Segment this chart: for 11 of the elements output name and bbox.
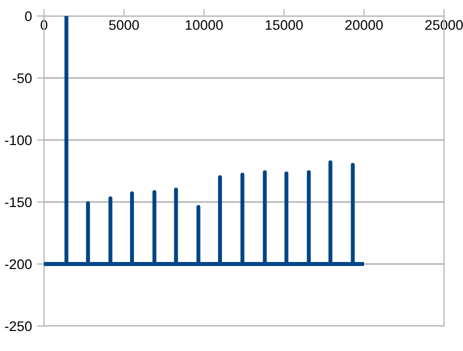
x-tick-label: 25000 bbox=[425, 20, 463, 30]
y-tick-label: -200 bbox=[5, 259, 32, 270]
y-tick-label: -50 bbox=[12, 73, 32, 84]
y-tick-label: -150 bbox=[5, 197, 32, 208]
x-tick-label: 20000 bbox=[345, 20, 383, 30]
y-tick-label: -100 bbox=[5, 135, 32, 146]
y-tick-label: -250 bbox=[5, 321, 32, 332]
x-tick-label: 15000 bbox=[266, 20, 303, 30]
y-tick-label: 0 bbox=[25, 11, 32, 22]
x-tick-label: 5000 bbox=[109, 20, 139, 30]
x-tick-label: 10000 bbox=[186, 20, 223, 30]
